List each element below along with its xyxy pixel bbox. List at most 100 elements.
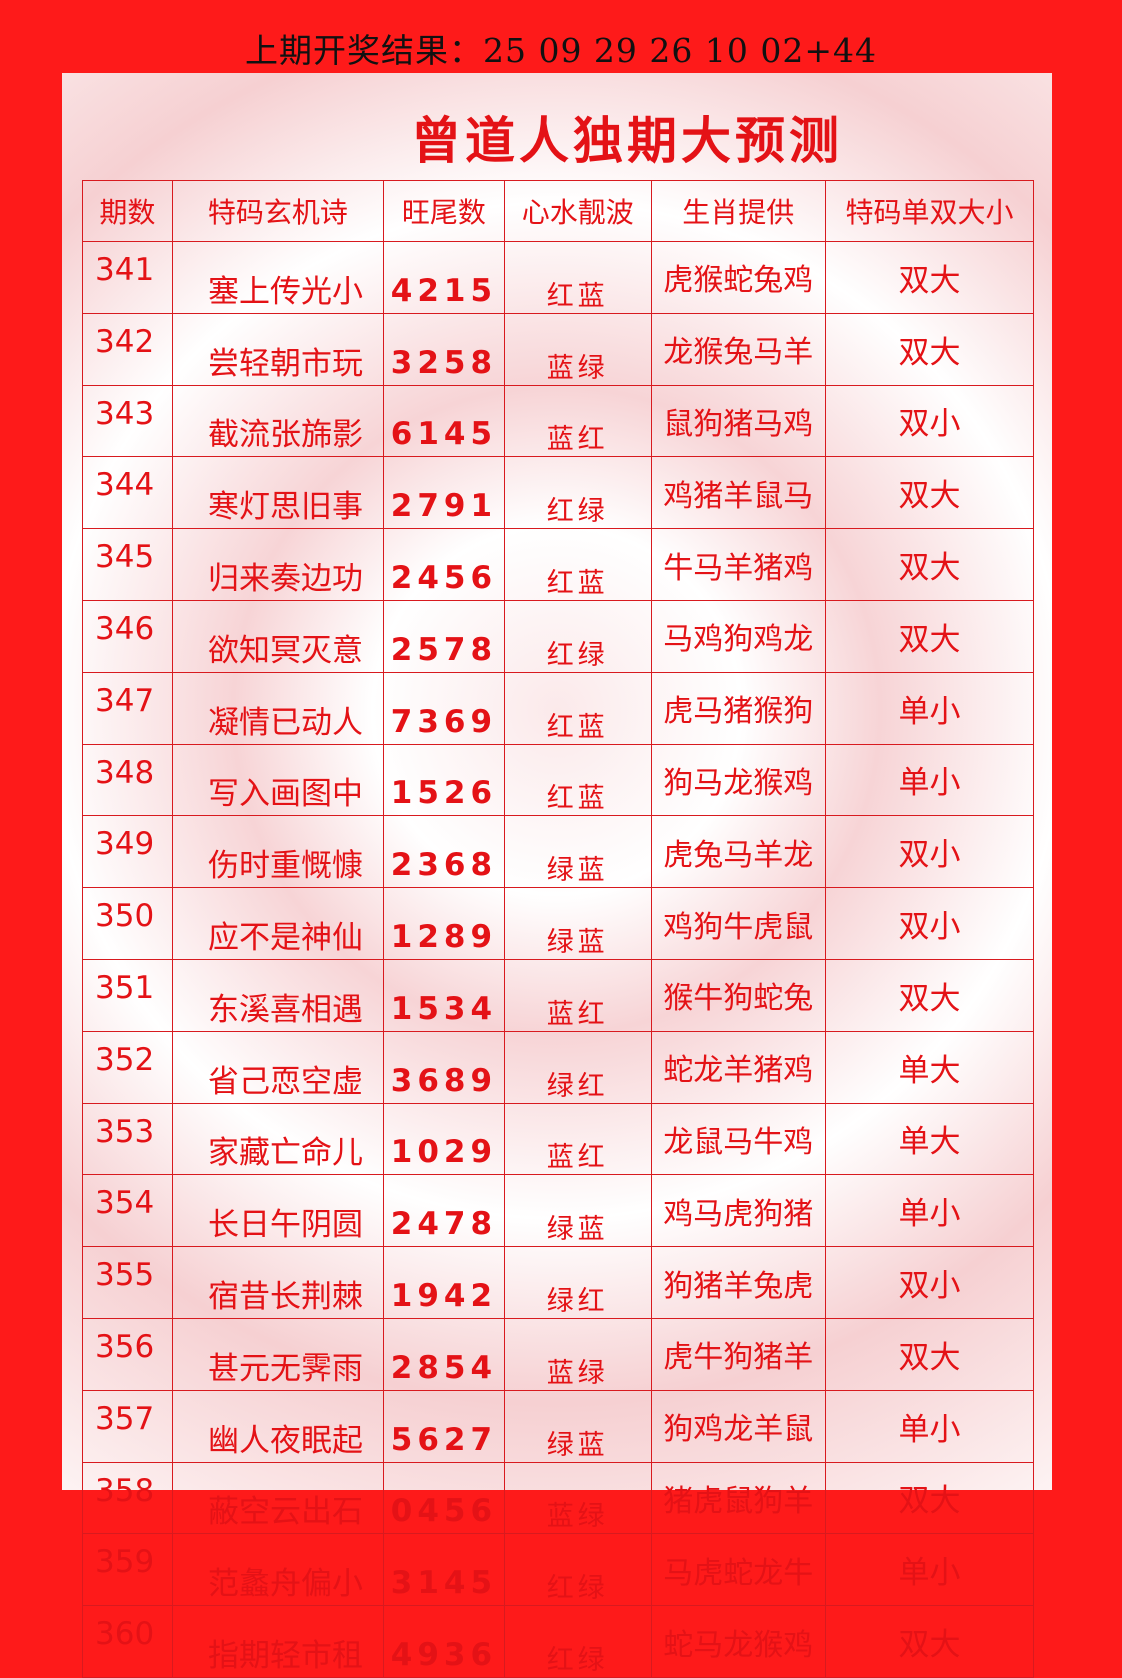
poem-cell: 欲知冥灭意 [171,599,385,673]
zodiac-cell: 猴牛狗蛇兔 [650,958,826,1032]
header-zodiac: 生肖提供 [650,180,826,242]
poem-cell: 凝情已动人 [171,671,385,745]
header-odd-even: 特码单双大小 [824,180,1035,242]
header-period: 期数 [82,180,173,242]
table-row: 343 截流张旆影 6145 蓝红 鼠狗猪马鸡 双小 [82,384,1035,458]
header-wave: 心水靓波 [503,180,652,242]
zodiac-cell: 虎牛狗猪羊 [650,1317,826,1391]
wave-color-cell: 红绿 [503,456,652,530]
period-cell: 348 [82,743,173,817]
odd-even-size-cell: 单大 [824,1030,1035,1104]
table-row: 359 范蠡舟偏小 3145 红绿 马虎蛇龙牛 单小 [82,1533,1035,1607]
table-header-row: 期数 特码玄机诗 旺尾数 心水靓波 生肖提供 特码单双大小 [82,180,1035,242]
zodiac-cell: 鼠狗猪马鸡 [650,384,826,458]
period-cell: 355 [82,1246,173,1319]
period-cell: 351 [82,958,173,1032]
period-cell: 356 [82,1317,173,1391]
period-cell: 353 [82,1102,173,1176]
poem-cell: 蔽空云出石 [171,1461,385,1535]
poem-cell: 宿昔长荆棘 [171,1246,385,1319]
poem-cell: 截流张旆影 [171,384,385,458]
zodiac-cell: 龙鼠马牛鸡 [650,1102,826,1176]
tail-number-cell: 3689 [383,1030,505,1104]
zodiac-cell: 马鸡狗鸡龙 [650,599,826,673]
wave-color-cell: 绿红 [503,1246,652,1319]
odd-even-size-cell: 单小 [824,1533,1035,1607]
wave-color-cell: 红绿 [503,1605,652,1678]
poem-cell: 写入画图中 [171,743,385,817]
last-result-banner: 上期开奖结果：25 09 29 26 10 02+44 [244,31,878,70]
period-cell: 350 [82,887,173,960]
zodiac-cell: 狗猪羊兔虎 [650,1246,826,1319]
odd-even-size-cell: 双大 [824,958,1035,1032]
period-cell: 354 [82,1174,173,1248]
odd-even-size-cell: 双小 [824,384,1035,458]
table-row: 345 归来奏边功 2456 红蓝 牛马羊猪鸡 双大 [82,528,1035,601]
odd-even-size-cell: 双小 [824,1246,1035,1319]
period-cell: 341 [82,241,173,314]
page-title: 曾道人独期大预测 [411,112,843,170]
tail-number-cell: 1534 [383,958,505,1032]
odd-even-size-cell: 单小 [824,1389,1035,1463]
tail-number-cell: 1029 [383,1102,505,1176]
table-row: 348 写入画图中 1526 红蓝 狗马龙猴鸡 单小 [82,743,1035,817]
odd-even-size-cell: 双大 [824,1317,1035,1391]
period-cell: 358 [82,1461,173,1535]
poem-cell: 指期轻市租 [171,1605,385,1678]
wave-color-cell: 红蓝 [503,528,652,601]
wave-color-cell: 蓝绿 [503,312,652,386]
odd-even-size-cell: 双大 [824,599,1035,673]
header-tail: 旺尾数 [383,180,505,242]
odd-even-size-cell: 双小 [824,815,1035,889]
tail-number-cell: 1289 [383,887,505,960]
poem-cell: 应不是神仙 [171,887,385,960]
table-row: 342 尝轻朝市玩 3258 蓝绿 龙猴兔马羊 双大 [82,312,1035,386]
tail-number-cell: 0456 [383,1461,505,1535]
odd-even-size-cell: 双小 [824,887,1035,960]
table-row: 349 伤时重慨慷 2368 绿蓝 虎兔马羊龙 双小 [82,815,1035,889]
zodiac-cell: 狗马龙猴鸡 [650,743,826,817]
table-row: 344 寒灯思旧事 2791 红绿 鸡猪羊鼠马 双大 [82,456,1035,530]
poem-cell: 东溪喜相遇 [171,958,385,1032]
period-cell: 343 [82,384,173,458]
zodiac-cell: 虎马猪猴狗 [650,671,826,745]
period-cell: 352 [82,1030,173,1104]
table-row: 357 幽人夜眠起 5627 绿蓝 狗鸡龙羊鼠 单小 [82,1389,1035,1463]
tail-number-cell: 2456 [383,528,505,601]
wave-color-cell: 绿蓝 [503,1174,652,1248]
table-row: 354 长日午阴圆 2478 绿蓝 鸡马虎狗猪 单小 [82,1174,1035,1248]
zodiac-cell: 蛇马龙猴鸡 [650,1605,826,1678]
tail-number-cell: 4936 [383,1605,505,1678]
period-cell: 344 [82,456,173,530]
poem-cell: 范蠡舟偏小 [171,1533,385,1607]
period-cell: 357 [82,1389,173,1463]
odd-even-size-cell: 双大 [824,241,1035,314]
table-row: 360 指期轻市租 4936 红绿 蛇马龙猴鸡 双大 [82,1605,1035,1678]
table-row: 353 家藏亡命儿 1029 蓝红 龙鼠马牛鸡 单大 [82,1102,1035,1176]
table-row: 350 应不是神仙 1289 绿蓝 鸡狗牛虎鼠 双小 [82,887,1035,960]
odd-even-size-cell: 双大 [824,1605,1035,1678]
zodiac-cell: 蛇龙羊猪鸡 [650,1030,826,1104]
poem-cell: 甚元无霁雨 [171,1317,385,1391]
odd-even-size-cell: 双大 [824,528,1035,601]
zodiac-cell: 马虎蛇龙牛 [650,1533,826,1607]
wave-color-cell: 红蓝 [503,241,652,314]
tail-number-cell: 4215 [383,241,505,314]
poem-cell: 家藏亡命儿 [171,1102,385,1176]
zodiac-cell: 鸡马虎狗猪 [650,1174,826,1248]
wave-color-cell: 蓝红 [503,1102,652,1176]
odd-even-size-cell: 双大 [824,456,1035,530]
poem-cell: 寒灯思旧事 [171,456,385,530]
poem-cell: 省己恧空虚 [171,1030,385,1104]
tail-number-cell: 2791 [383,456,505,530]
zodiac-cell: 虎兔马羊龙 [650,815,826,889]
tail-number-cell: 3145 [383,1533,505,1607]
header-poem: 特码玄机诗 [171,180,385,242]
wave-color-cell: 绿蓝 [503,887,652,960]
odd-even-size-cell: 单小 [824,671,1035,745]
wave-color-cell: 绿蓝 [503,815,652,889]
table-row: 352 省己恧空虚 3689 绿红 蛇龙羊猪鸡 单大 [82,1030,1035,1104]
zodiac-cell: 龙猴兔马羊 [650,312,826,386]
wave-color-cell: 红蓝 [503,743,652,817]
odd-even-size-cell: 双大 [824,312,1035,386]
